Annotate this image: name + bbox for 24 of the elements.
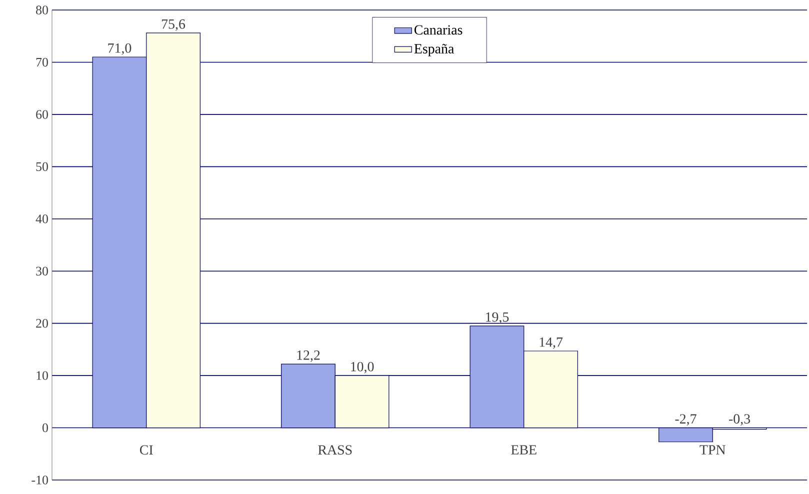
data-label: 12,2 [297,350,320,362]
legend-label: Canarias [414,25,462,35]
y-tick-label: 30 [36,266,48,276]
y-tick-label: 60 [36,110,48,119]
y-tick-label: -10 [32,476,48,484]
data-label: 71,0 [108,43,132,55]
data-label: 75,6 [162,19,186,31]
data-label: 19,5 [486,312,509,324]
y-tick-label: 40 [36,214,48,224]
x-tick-label: RASS [318,445,352,455]
x-tick-label: EBE [511,445,536,454]
y-tick-label: 70 [36,58,48,67]
x-tick-label: TPN [700,445,726,454]
legend-label: España [414,44,454,56]
data-label: -2,7 [675,414,696,426]
y-tick-label: 50 [36,162,48,172]
data-label: -0,3 [729,414,750,426]
y-tick-label: 10 [36,371,48,380]
data-label: 10,0 [351,362,374,374]
data-label: 14,7 [540,337,563,349]
x-tick-label: CI [140,445,153,455]
y-tick-label: 0 [42,423,48,432]
y-tick-label: 20 [36,318,48,328]
y-tick-label: 80 [36,6,48,14]
